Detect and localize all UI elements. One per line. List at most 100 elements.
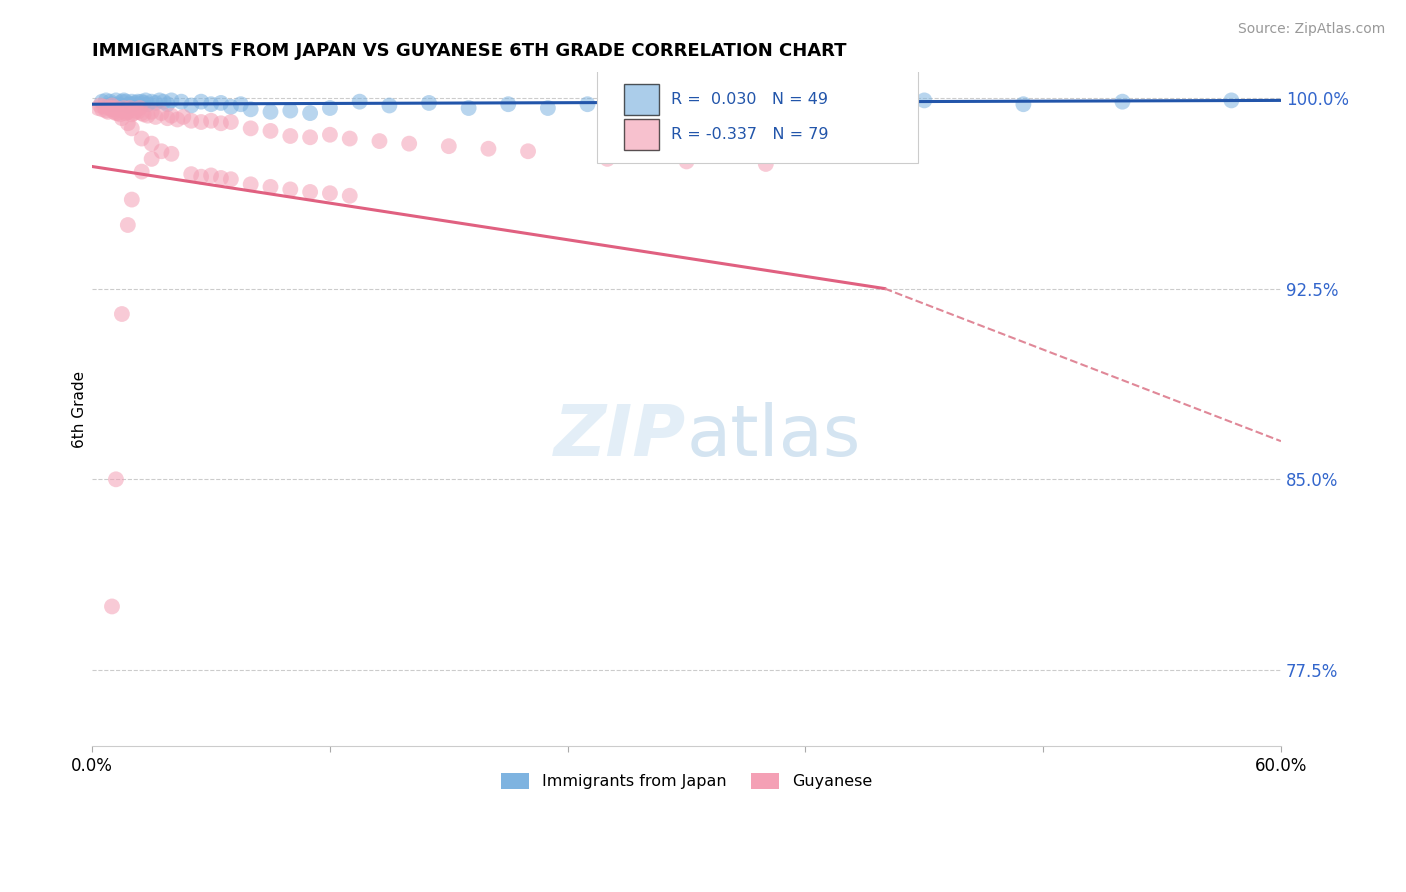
Point bbox=[93, 100, 115, 114]
Point bbox=[259, 124, 281, 138]
Y-axis label: 6th Grade: 6th Grade bbox=[72, 371, 87, 448]
Point bbox=[121, 121, 143, 136]
Point bbox=[755, 157, 778, 171]
Point bbox=[190, 115, 212, 129]
Point bbox=[259, 179, 281, 194]
Point bbox=[496, 97, 519, 112]
Point bbox=[141, 104, 163, 119]
Point bbox=[219, 100, 242, 114]
Point bbox=[128, 101, 150, 115]
Point bbox=[145, 95, 167, 110]
Point bbox=[111, 112, 134, 126]
Point bbox=[122, 106, 145, 120]
Point bbox=[121, 95, 143, 109]
Point bbox=[156, 97, 179, 112]
Point bbox=[104, 94, 127, 108]
Point bbox=[675, 154, 697, 169]
Point bbox=[418, 95, 440, 110]
Point bbox=[278, 182, 301, 196]
Point bbox=[299, 106, 322, 120]
Point bbox=[200, 97, 222, 112]
Point bbox=[112, 101, 135, 115]
Point bbox=[912, 94, 935, 108]
Point bbox=[136, 97, 159, 112]
Point bbox=[108, 107, 131, 121]
Text: Source: ZipAtlas.com: Source: ZipAtlas.com bbox=[1237, 22, 1385, 37]
Point bbox=[368, 134, 391, 148]
Point bbox=[91, 95, 114, 109]
Point bbox=[172, 110, 194, 124]
Point bbox=[98, 101, 121, 115]
Point bbox=[107, 97, 129, 112]
Point bbox=[180, 113, 202, 128]
Point bbox=[152, 95, 174, 109]
Point bbox=[398, 136, 420, 151]
Point bbox=[209, 95, 232, 110]
Point bbox=[1111, 95, 1133, 109]
FancyBboxPatch shape bbox=[624, 84, 659, 114]
Point bbox=[319, 128, 342, 142]
Point bbox=[132, 95, 155, 110]
Point bbox=[122, 97, 145, 112]
Point bbox=[104, 101, 127, 115]
Point bbox=[209, 171, 232, 186]
Point bbox=[148, 94, 170, 108]
Point bbox=[239, 178, 262, 192]
Point bbox=[117, 98, 139, 112]
Legend: Immigrants from Japan, Guyanese: Immigrants from Japan, Guyanese bbox=[495, 766, 879, 796]
Point bbox=[141, 95, 163, 109]
Point bbox=[111, 103, 134, 118]
Point bbox=[125, 95, 148, 110]
Point bbox=[131, 131, 153, 145]
Point bbox=[596, 152, 619, 166]
Point bbox=[131, 164, 153, 178]
Point bbox=[132, 107, 155, 121]
Point bbox=[97, 104, 120, 119]
Point bbox=[219, 115, 242, 129]
Point bbox=[117, 116, 139, 130]
Point bbox=[239, 121, 262, 136]
Point bbox=[259, 104, 281, 119]
Point bbox=[190, 95, 212, 109]
Point bbox=[299, 185, 322, 199]
Point bbox=[101, 599, 124, 614]
Point bbox=[477, 142, 499, 156]
Point bbox=[349, 95, 371, 109]
Point bbox=[115, 95, 138, 109]
Point bbox=[118, 101, 141, 115]
Point bbox=[229, 97, 252, 112]
Point bbox=[107, 106, 129, 120]
Point bbox=[103, 104, 125, 119]
Point bbox=[101, 98, 124, 112]
Point bbox=[209, 116, 232, 130]
Point bbox=[101, 103, 124, 117]
Point bbox=[339, 188, 361, 202]
Point bbox=[278, 128, 301, 143]
Point bbox=[91, 103, 114, 117]
Point bbox=[576, 97, 599, 112]
Point bbox=[135, 94, 157, 108]
Point bbox=[94, 103, 117, 118]
Point bbox=[437, 139, 460, 153]
Point bbox=[117, 218, 139, 232]
Point bbox=[190, 169, 212, 184]
Point bbox=[160, 109, 183, 123]
Point bbox=[141, 136, 163, 151]
Point bbox=[118, 97, 141, 112]
Point bbox=[127, 95, 149, 109]
Point bbox=[1220, 94, 1243, 108]
Point bbox=[339, 131, 361, 145]
Point bbox=[145, 110, 167, 124]
Point bbox=[156, 112, 179, 126]
Point bbox=[180, 167, 202, 181]
Text: IMMIGRANTS FROM JAPAN VS GUYANESE 6TH GRADE CORRELATION CHART: IMMIGRANTS FROM JAPAN VS GUYANESE 6TH GR… bbox=[93, 42, 846, 60]
Point bbox=[127, 104, 149, 119]
Text: R =  0.030   N = 49: R = 0.030 N = 49 bbox=[671, 92, 828, 107]
Text: R = -0.337   N = 79: R = -0.337 N = 79 bbox=[671, 127, 828, 142]
Point bbox=[101, 101, 124, 115]
Point bbox=[94, 94, 117, 108]
Point bbox=[853, 95, 876, 109]
Text: atlas: atlas bbox=[686, 401, 860, 471]
Point bbox=[150, 106, 173, 120]
Point bbox=[319, 186, 342, 201]
